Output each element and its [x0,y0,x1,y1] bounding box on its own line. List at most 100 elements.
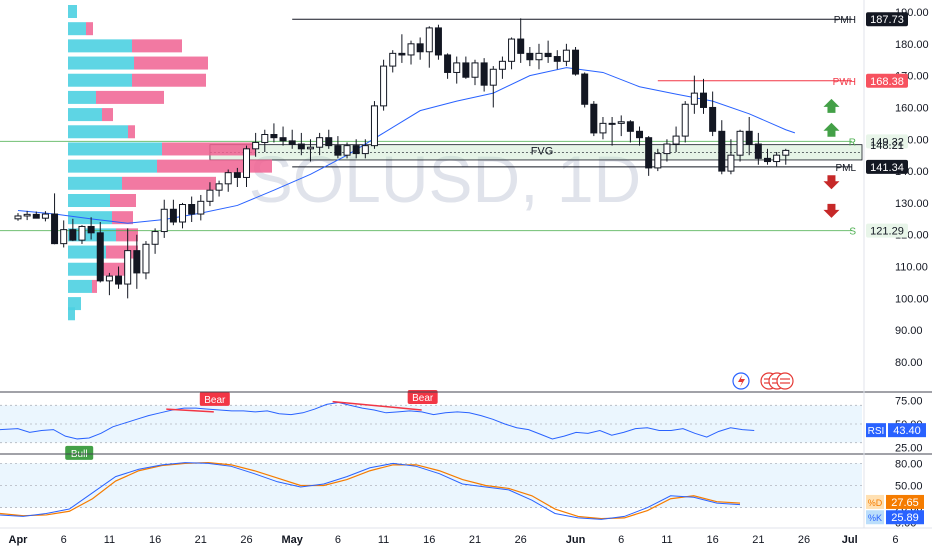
candle-body[interactable] [736,130,744,156]
candle-body[interactable] [709,106,717,132]
candle-body[interactable] [87,225,95,234]
candle-body[interactable] [361,145,369,155]
candle-body[interactable] [188,204,196,215]
lightning-icon [732,372,750,390]
stoch-k-line[interactable] [0,462,741,520]
candle-body[interactable] [599,122,607,134]
candle-body[interactable] [169,208,177,223]
candle-body[interactable] [727,154,735,172]
candle-body[interactable] [608,122,616,125]
candle-body[interactable] [425,27,433,53]
candle-body[interactable] [745,130,753,145]
candle-body[interactable] [489,68,497,86]
candle-body[interactable] [261,134,269,143]
candle-body[interactable] [297,143,305,150]
candle-body[interactable] [270,134,278,139]
candle-body[interactable] [325,137,333,147]
candle-body[interactable] [352,145,360,155]
candle-body[interactable] [626,121,634,132]
x-tick-label: 21 [469,534,481,546]
candle-body[interactable] [51,213,59,245]
candle-body[interactable] [32,213,40,219]
candle-body[interactable] [343,145,351,156]
candle-body[interactable] [763,157,771,163]
candle-body[interactable] [416,43,424,53]
candle-body[interactable] [179,204,187,223]
candle-body[interactable] [590,103,598,134]
candle-body[interactable] [215,183,223,191]
candle-body[interactable] [69,229,77,241]
flag-icon [776,372,794,390]
candle-body[interactable] [398,52,406,56]
candle-body[interactable] [142,243,150,274]
candle-body[interactable] [517,38,525,54]
candle-body[interactable] [96,232,104,282]
candle-body[interactable] [581,73,589,105]
stoch-d-line[interactable] [0,462,741,520]
price-badge-label: 149.32 [870,136,904,148]
candle-body[interactable] [754,143,762,159]
candle-body[interactable] [380,65,388,107]
candle-body[interactable] [654,153,662,169]
candle-body[interactable] [151,231,159,245]
candle-body[interactable] [306,146,314,150]
candle-body[interactable] [480,62,488,86]
candle-body[interactable] [690,92,698,105]
candle-body[interactable] [206,189,214,202]
candle-body[interactable] [471,62,479,78]
candle-body[interactable] [645,137,653,169]
candle-body[interactable] [636,130,644,139]
rsi-line[interactable] [0,402,755,440]
candle-body[interactable] [462,62,470,78]
candle-body[interactable] [535,52,543,61]
candle-body[interactable] [133,250,141,274]
candle-body[interactable] [252,141,260,150]
candle-body[interactable] [782,149,790,156]
rsi-value-label: 43.40 [893,425,921,437]
candle-body[interactable] [124,250,132,285]
candle-body[interactable] [233,172,241,178]
candle-body[interactable] [14,215,22,220]
candle-body[interactable] [498,60,506,70]
candle-body[interactable] [389,52,397,67]
candle-body[interactable] [60,229,68,245]
candle-body[interactable] [78,225,86,241]
candle-body[interactable] [562,49,570,62]
candle-body[interactable] [316,137,324,148]
candle-body[interactable] [334,145,342,156]
candle-body[interactable] [115,275,123,285]
candle-body[interactable] [700,92,707,108]
candle-body[interactable] [718,130,726,172]
candle-body[interactable] [553,56,561,62]
candle-body[interactable] [617,121,625,124]
candle-body[interactable] [572,49,580,75]
candle-body[interactable] [672,135,680,145]
candle-body[interactable] [370,105,378,147]
candle-body[interactable] [105,275,113,282]
candle-body[interactable] [444,54,452,73]
stoch-pane[interactable] [0,462,862,520]
candle-body[interactable] [544,52,552,58]
candle-body[interactable] [508,38,516,62]
candle-body[interactable] [279,137,287,142]
candle-body[interactable] [663,143,671,155]
price-pane[interactable]: FVG PMH PWH R PML S [0,5,863,390]
candle-body[interactable] [243,148,250,178]
ma-line[interactable] [17,67,796,224]
candle-body[interactable] [160,208,168,233]
candle-body[interactable] [407,43,415,56]
candle-body[interactable] [681,103,689,137]
candle-body[interactable] [773,154,781,163]
candle-body[interactable] [526,52,534,61]
stoch-d-name-badge [866,494,884,509]
candle-body[interactable] [224,172,232,185]
price-badge-label: 141.34 [870,162,904,174]
candle-body[interactable] [434,27,442,56]
volume-profile-up-bar [68,307,75,321]
candle-body[interactable] [288,140,296,145]
candle-body[interactable] [197,200,205,215]
candle-body[interactable] [23,213,31,217]
candle-body[interactable] [41,213,49,219]
candle-body[interactable] [453,62,461,73]
